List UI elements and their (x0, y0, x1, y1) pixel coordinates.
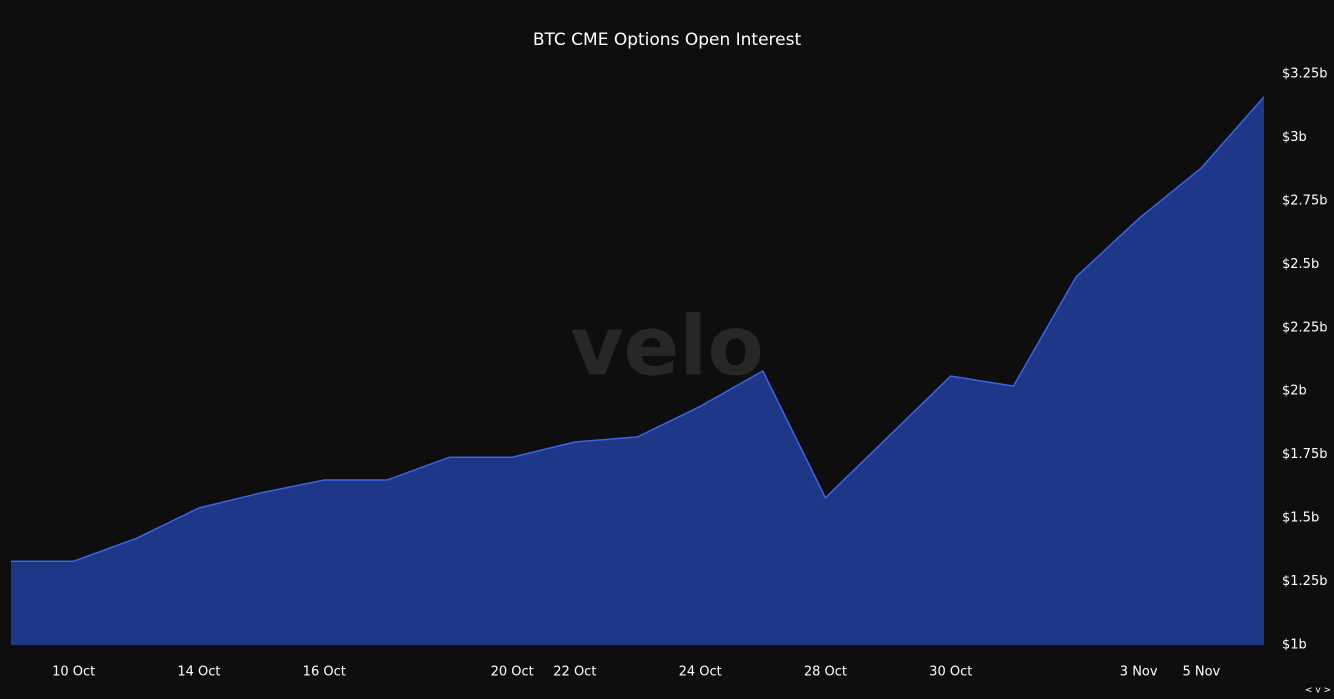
x-tick-label: 3 Nov (1120, 665, 1158, 680)
y-tick-label: $2.25b (1282, 320, 1327, 335)
x-tick-label: 5 Nov (1182, 665, 1220, 680)
x-tick-label: 28 Oct (804, 665, 847, 680)
area-line (11, 96, 1265, 563)
y-tick-label: $1.25b (1282, 574, 1327, 589)
y-tick-label: $3b (1282, 130, 1307, 145)
y-tick-label: $2b (1282, 384, 1307, 399)
x-tick-label: 30 Oct (929, 665, 972, 680)
y-tick-label: $1.75b (1282, 447, 1327, 462)
y-tick-label: $2.75b (1282, 193, 1327, 208)
x-tick-label: 22 Oct (553, 665, 596, 680)
y-tick-label: $1.5b (1282, 511, 1319, 526)
y-tick-label: $1b (1282, 638, 1307, 653)
x-tick-label: 14 Oct (177, 665, 220, 680)
x-tick-label: 10 Oct (52, 665, 95, 680)
y-tick-label: $3.25b (1282, 67, 1327, 82)
watermark: velo (570, 299, 764, 394)
chart-title: BTC CME Options Open Interest (533, 30, 802, 50)
area-fill (11, 96, 1264, 646)
y-tick-label: $2.5b (1282, 257, 1319, 272)
x-tick-label: 16 Oct (303, 665, 346, 680)
x-tick-label: 20 Oct (491, 665, 534, 680)
x-tick-label: 24 Oct (679, 665, 722, 680)
nav-control[interactable]: < v > (1305, 686, 1331, 696)
